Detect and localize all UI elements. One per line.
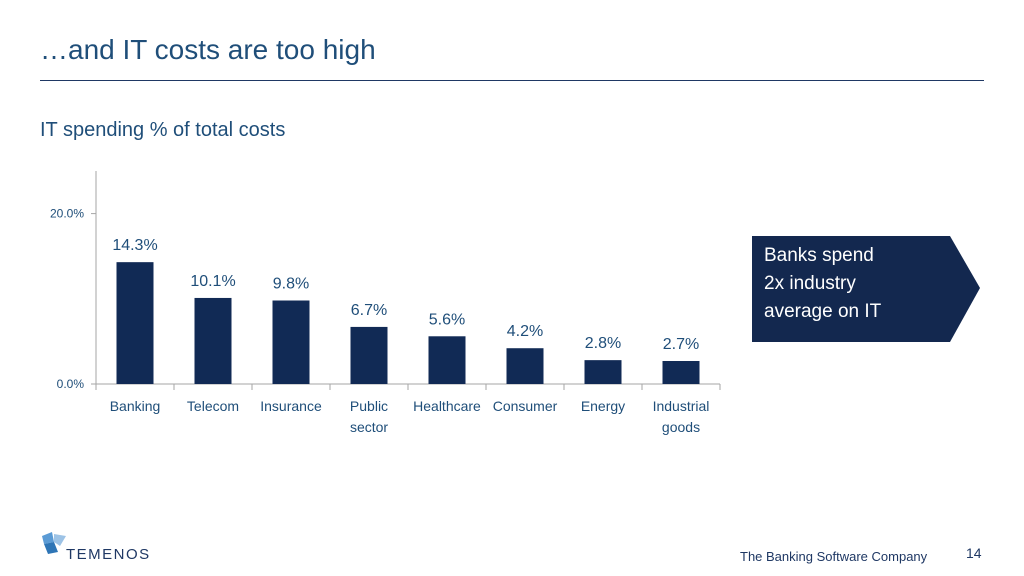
callout-line: average on IT [764, 301, 882, 322]
category-label: sector [350, 419, 388, 435]
category-label: Consumer [493, 398, 558, 414]
y-tick-label: 20.0% [50, 207, 84, 221]
bar [506, 348, 544, 384]
bar [584, 360, 622, 384]
category-label: Insurance [260, 398, 322, 414]
temenos-logo: TEMENOS [40, 532, 180, 566]
data-label: 6.7% [351, 302, 387, 319]
bar [350, 326, 388, 384]
logo-text: TEMENOS [66, 546, 151, 563]
category-label: Industrial [653, 398, 710, 414]
data-label: 2.7% [663, 336, 699, 353]
data-label: 4.2% [507, 323, 543, 340]
data-label: 5.6% [429, 311, 465, 328]
y-tick-label: 0.0% [57, 377, 85, 391]
data-label: 2.8% [585, 335, 621, 352]
bar [272, 300, 310, 384]
bar [662, 360, 700, 384]
bar [194, 297, 232, 384]
bar-chart: 0.0% 20.0% 14.3% Banking 10.1% Telecom 9.8% Ins… [50, 171, 721, 435]
bar [116, 262, 154, 384]
category-label: Banking [110, 398, 161, 414]
category-label: Telecom [187, 398, 239, 414]
title-divider [40, 80, 984, 81]
callout-line: 2x industry [764, 273, 856, 294]
company-tagline: The Banking Software Company [740, 549, 928, 564]
page-number: 14 [966, 545, 982, 561]
data-label: 14.3% [112, 237, 157, 254]
bar [428, 336, 466, 384]
callout-line: Banks spend [764, 245, 874, 266]
category-label: Energy [581, 398, 625, 414]
category-label: goods [662, 419, 700, 435]
callout-arrow-shape [752, 236, 980, 342]
category-label: Healthcare [413, 398, 481, 414]
data-label: 9.8% [273, 276, 309, 293]
category-label: Public [350, 398, 388, 414]
slide-title: …and IT costs are too high [40, 34, 376, 65]
data-label: 10.1% [190, 273, 235, 290]
logo-mark-icon [42, 532, 66, 554]
chart-subtitle: IT spending % of total costs [40, 119, 286, 141]
callout-text: Banks spend 2x industry average on IT [764, 242, 954, 326]
callout-box: Banks spend 2x industry average on IT [752, 236, 982, 344]
